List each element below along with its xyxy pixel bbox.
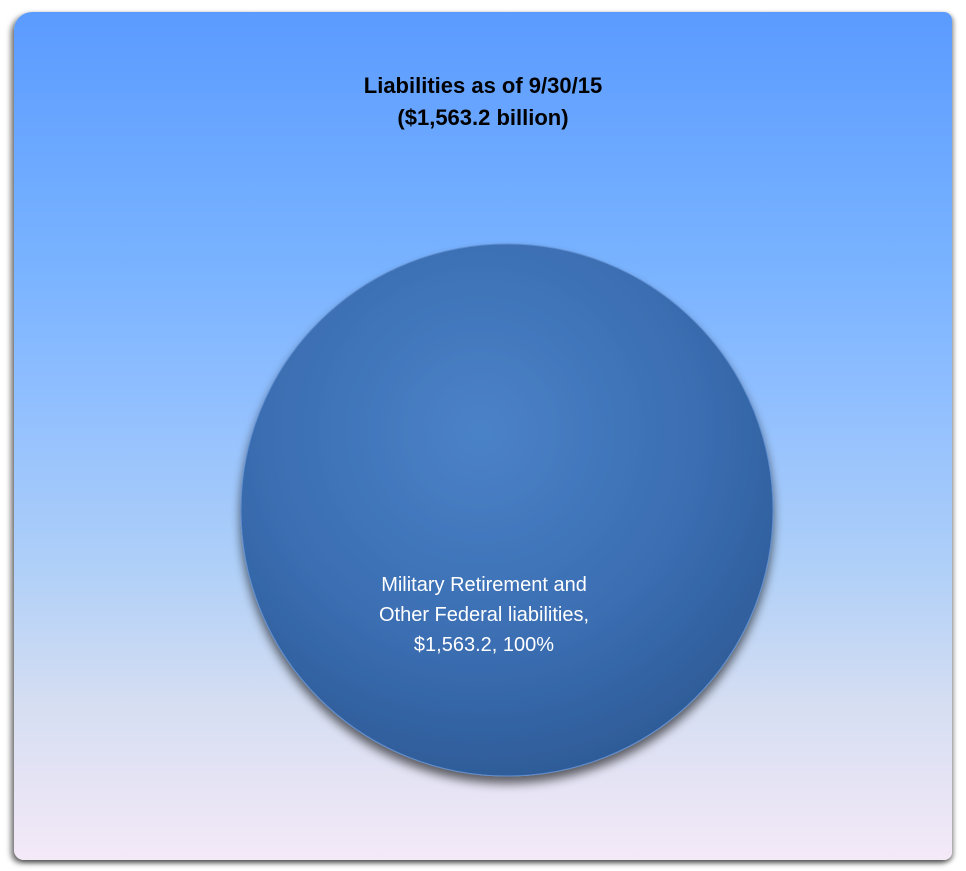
pie-slice-label: Military Retirement and Other Federal li… (324, 570, 644, 660)
chart-area: Liabilities as of 9/30/15 ($1,563.2 bill… (14, 12, 952, 860)
chart-title: Liabilities as of 9/30/15 (363, 73, 603, 98)
chart-subtitle: ($1,563.2 billion) (397, 105, 569, 130)
slice-label-line-1: Military Retirement and (381, 574, 587, 596)
slice-label-line-3: $1,563.2, 100% (413, 634, 555, 656)
chart-title-block: Liabilities as of 9/30/15 ($1,563.2 bill… (14, 70, 952, 134)
slice-percent: 100% (502, 634, 555, 656)
slice-label-line-2: Other Federal liabilities, (378, 604, 590, 626)
pie-slice-0 (240, 243, 774, 777)
pie-chart (240, 243, 774, 777)
slice-value: $1,563.2 (413, 634, 492, 656)
